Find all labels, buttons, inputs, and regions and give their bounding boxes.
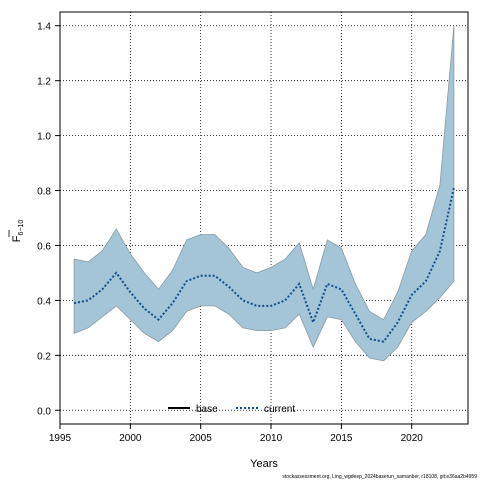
- y-axis-title: F6−10: [8, 220, 25, 243]
- x-tick-label: 1995: [49, 433, 72, 444]
- grid-lines: [59, 12, 468, 424]
- confidence-band: [73, 25, 455, 362]
- y-tick-label: 1.0: [37, 132, 51, 143]
- legend-current-label: current: [264, 404, 295, 415]
- y-tick-label: 0.2: [37, 351, 51, 362]
- x-tick-label: 2005: [190, 433, 213, 444]
- legend-base-label: base: [196, 404, 218, 415]
- legend: base current: [168, 404, 295, 415]
- y-tick-label: 0.4: [37, 296, 51, 307]
- x-axis-title: Years: [250, 458, 278, 470]
- y-axis-title-base: F: [11, 235, 23, 242]
- x-tick-label: 2000: [119, 433, 142, 444]
- y-tick-label: 0.0: [37, 406, 51, 417]
- y-axis-title-text: F6−10: [11, 220, 25, 243]
- y-tick-label: 0.6: [37, 241, 51, 252]
- axes: 1995 2000 2005 2010 2015 2020 0.0 0.2 0.4 0.6 0.8 1…: [37, 22, 423, 444]
- y-tick-label: 0.8: [37, 187, 51, 198]
- y-tick-label: 1.4: [37, 22, 51, 33]
- y-tick-label: 1.2: [37, 77, 51, 88]
- x-tick-label: 2020: [401, 433, 424, 444]
- y-axis-title-subscript: 6−10: [18, 220, 25, 236]
- footnote: stockassessment.org, Ling_wgdeep_2024bas…: [282, 474, 477, 480]
- series-current-line: [73, 187, 455, 343]
- x-tick-label: 2010: [260, 433, 283, 444]
- plot-frame: [59, 11, 469, 425]
- x-tick-label: 2015: [330, 433, 353, 444]
